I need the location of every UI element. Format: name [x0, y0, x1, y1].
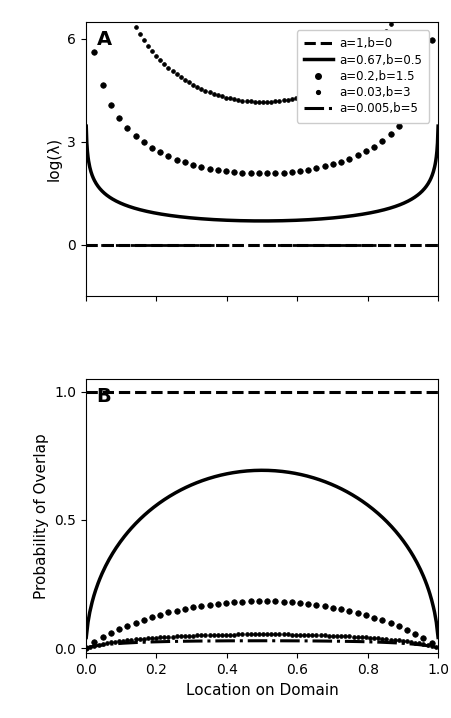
- Text: A: A: [96, 29, 111, 49]
- X-axis label: Location on Domain: Location on Domain: [185, 683, 338, 698]
- Text: B: B: [96, 387, 111, 406]
- Legend: a=1,b=0, a=0.67,b=0.5, a=0.2,b=1.5, a=0.03,b=3, a=0.005,b=5: a=1,b=0, a=0.67,b=0.5, a=0.2,b=1.5, a=0.…: [296, 30, 428, 123]
- Y-axis label: Probability of Overlap: Probability of Overlap: [33, 433, 49, 599]
- Y-axis label: log(λ): log(λ): [46, 137, 62, 181]
